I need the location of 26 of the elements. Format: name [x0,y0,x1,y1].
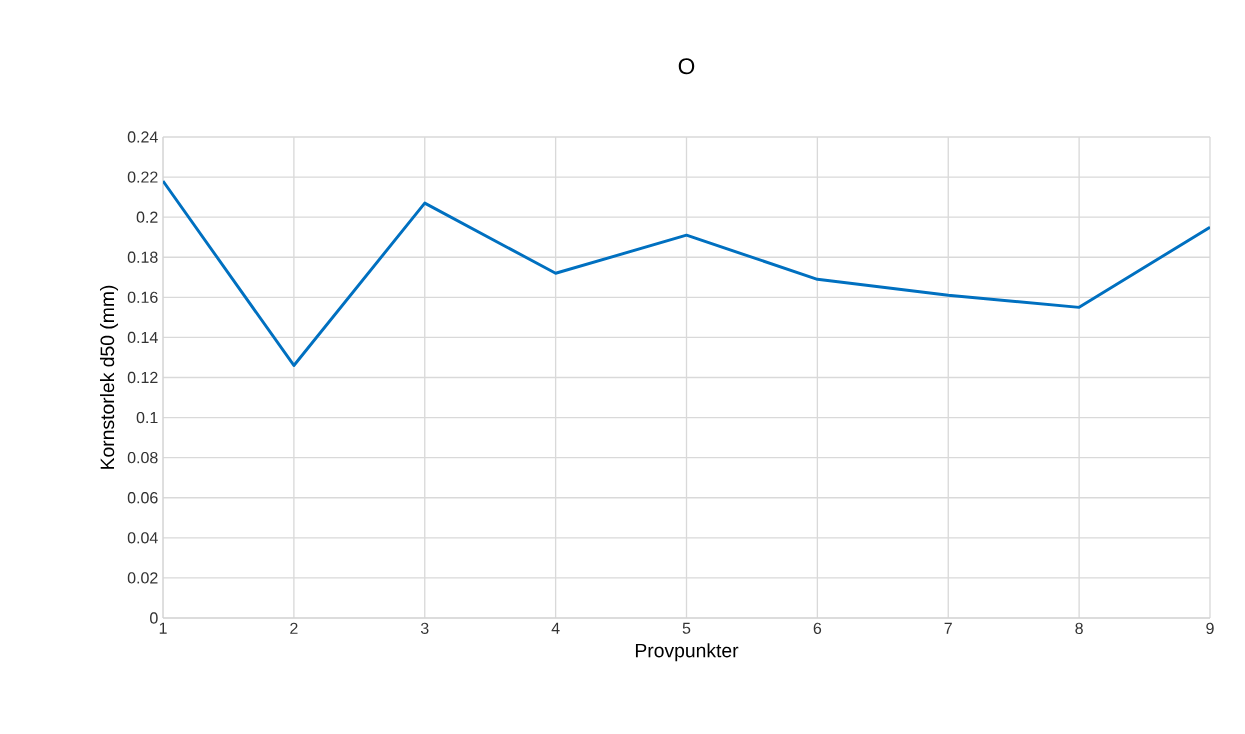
x-tick-label: 5 [682,622,691,634]
x-tick-label: 2 [290,622,298,634]
y-tick-label: 0.02 [127,572,158,584]
x-tick-label: 1 [159,622,167,634]
y-tick-label: 0.2 [136,211,158,223]
chart-title: O [678,58,695,75]
line-series [163,179,1210,367]
x-tick-label: 6 [813,622,822,635]
y-tick-label: 0.18 [127,251,158,263]
y-tick-label: 0.24 [127,131,158,143]
x-axis-title: Provpunkter [635,643,739,662]
x-tick-label: 3 [420,622,429,635]
x-tick-label: 8 [1075,622,1083,635]
y-tick-label: 0.22 [127,171,158,183]
y-tick-label: 0.04 [127,532,158,544]
y-tick-label: 0.16 [127,291,158,303]
y-tick-label: 0.08 [127,452,158,464]
x-tick-label: 4 [551,622,560,634]
x-tick-label: 9 [1206,622,1214,635]
y-axis-title: Kornstorlek d50 (mm) [99,285,119,469]
y-tick-label: 0.06 [127,492,158,504]
y-tick-label: 0.1 [136,411,158,424]
y-tick-label: 0 [150,612,158,624]
y-tick-label: 0.14 [127,331,158,344]
y-tick-label: 0.12 [127,371,158,384]
x-tick-label: 7 [944,622,952,634]
